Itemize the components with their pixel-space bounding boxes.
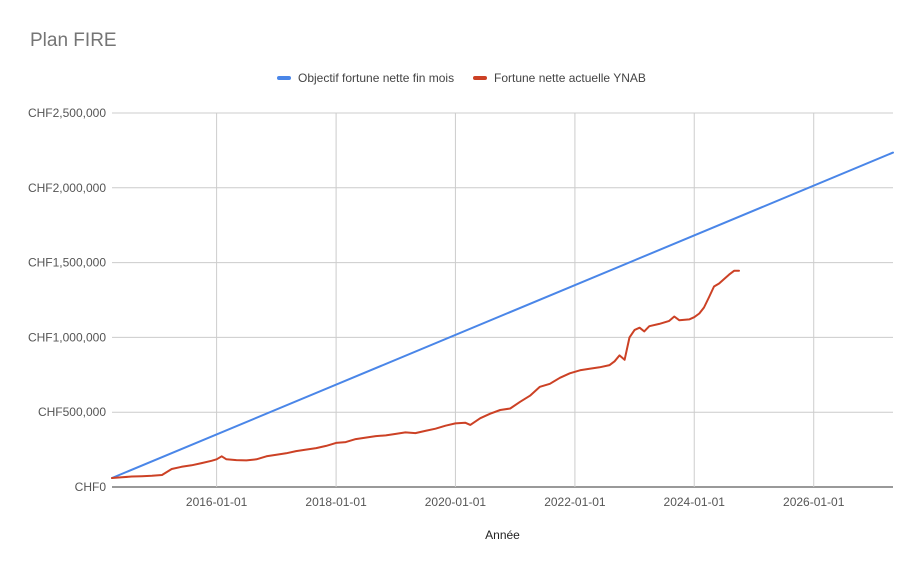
legend-label-2: Fortune nette actuelle YNAB <box>494 71 646 85</box>
x-tick-label: 2022-01-01 <box>544 495 606 509</box>
chart-title: Plan FIRE <box>30 30 117 51</box>
x-axis-title: Année <box>485 528 520 542</box>
x-tick-label: 2018-01-01 <box>305 495 367 509</box>
series-line-2 <box>111 269 740 479</box>
x-tick-label: 2020-01-01 <box>425 495 487 509</box>
legend-swatch-2 <box>473 76 487 80</box>
x-tick-label: 2016-01-01 <box>186 495 248 509</box>
x-tick-label: 2024-01-01 <box>664 495 726 509</box>
y-tick-label: CHF2,000,000 <box>28 181 106 195</box>
y-tick-label: CHF2,500,000 <box>28 106 106 120</box>
legend-swatch-1 <box>277 76 291 80</box>
series-line-1 <box>111 151 894 479</box>
y-tick-label: CHF1,000,000 <box>28 330 106 344</box>
y-tick-label: CHF500,000 <box>38 405 106 419</box>
legend-label-1: Objectif fortune nette fin mois <box>298 71 454 85</box>
x-tick-label: 2026-01-01 <box>783 495 845 509</box>
y-tick-label: CHF0 <box>75 480 107 494</box>
y-tick-label: CHF1,500,000 <box>28 256 106 270</box>
